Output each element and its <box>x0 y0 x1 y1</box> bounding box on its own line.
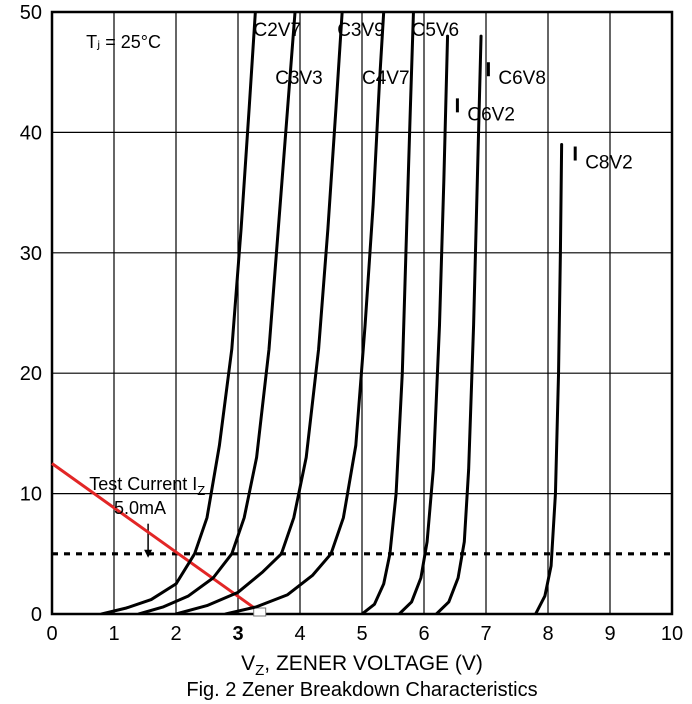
xtick-label: 2 <box>170 623 181 645</box>
series-label-C8V2: C8V2 <box>585 153 633 174</box>
ytick-label: 20 <box>20 363 42 385</box>
xtick-label: 5 <box>356 623 367 645</box>
series-label-C4V7: C4V7 <box>362 68 410 89</box>
figure-container: C2V7C3V3C3V9C4V7C5V6C6V2C6V8C8V201020304… <box>0 0 692 704</box>
series-label-C3V9: C3V9 <box>337 20 385 41</box>
figure-caption: Fig. 2 Zener Breakdown Characteristics <box>186 679 537 701</box>
ytick-label: 30 <box>20 243 42 265</box>
series-label-C6V8: C6V8 <box>498 68 546 89</box>
test-current-value: 5.0mA <box>114 498 166 518</box>
chart-svg: C2V7C3V3C3V9C4V7C5V6C6V2C6V8C8V201020304… <box>0 0 692 704</box>
ytick-label: 10 <box>20 484 42 506</box>
xtick-label: 8 <box>542 623 553 645</box>
chart-bg <box>0 0 692 704</box>
series-label-C3V3: C3V3 <box>275 68 323 89</box>
ytick-label: 50 <box>20 2 42 24</box>
xtick-label: 3 <box>232 623 243 645</box>
xtick-label: 6 <box>418 623 429 645</box>
marker-box <box>254 608 266 616</box>
series-label-C5V6: C5V6 <box>412 20 460 41</box>
xtick-label: 10 <box>661 623 683 645</box>
xtick-label: 9 <box>604 623 615 645</box>
xtick-label: 0 <box>46 623 57 645</box>
x-axis-label: VZ, ZENER VOLTAGE (V) <box>241 652 483 679</box>
ytick-label: 0 <box>31 604 42 626</box>
xtick-label: 7 <box>480 623 491 645</box>
series-label-C2V7: C2V7 <box>254 20 302 41</box>
tj-annotation: Tⱼ = 25°C <box>86 32 161 52</box>
series-label-C6V2: C6V2 <box>467 104 515 125</box>
xtick-label: 1 <box>108 623 119 645</box>
ytick-label: 40 <box>20 122 42 144</box>
xtick-label: 4 <box>294 623 305 645</box>
